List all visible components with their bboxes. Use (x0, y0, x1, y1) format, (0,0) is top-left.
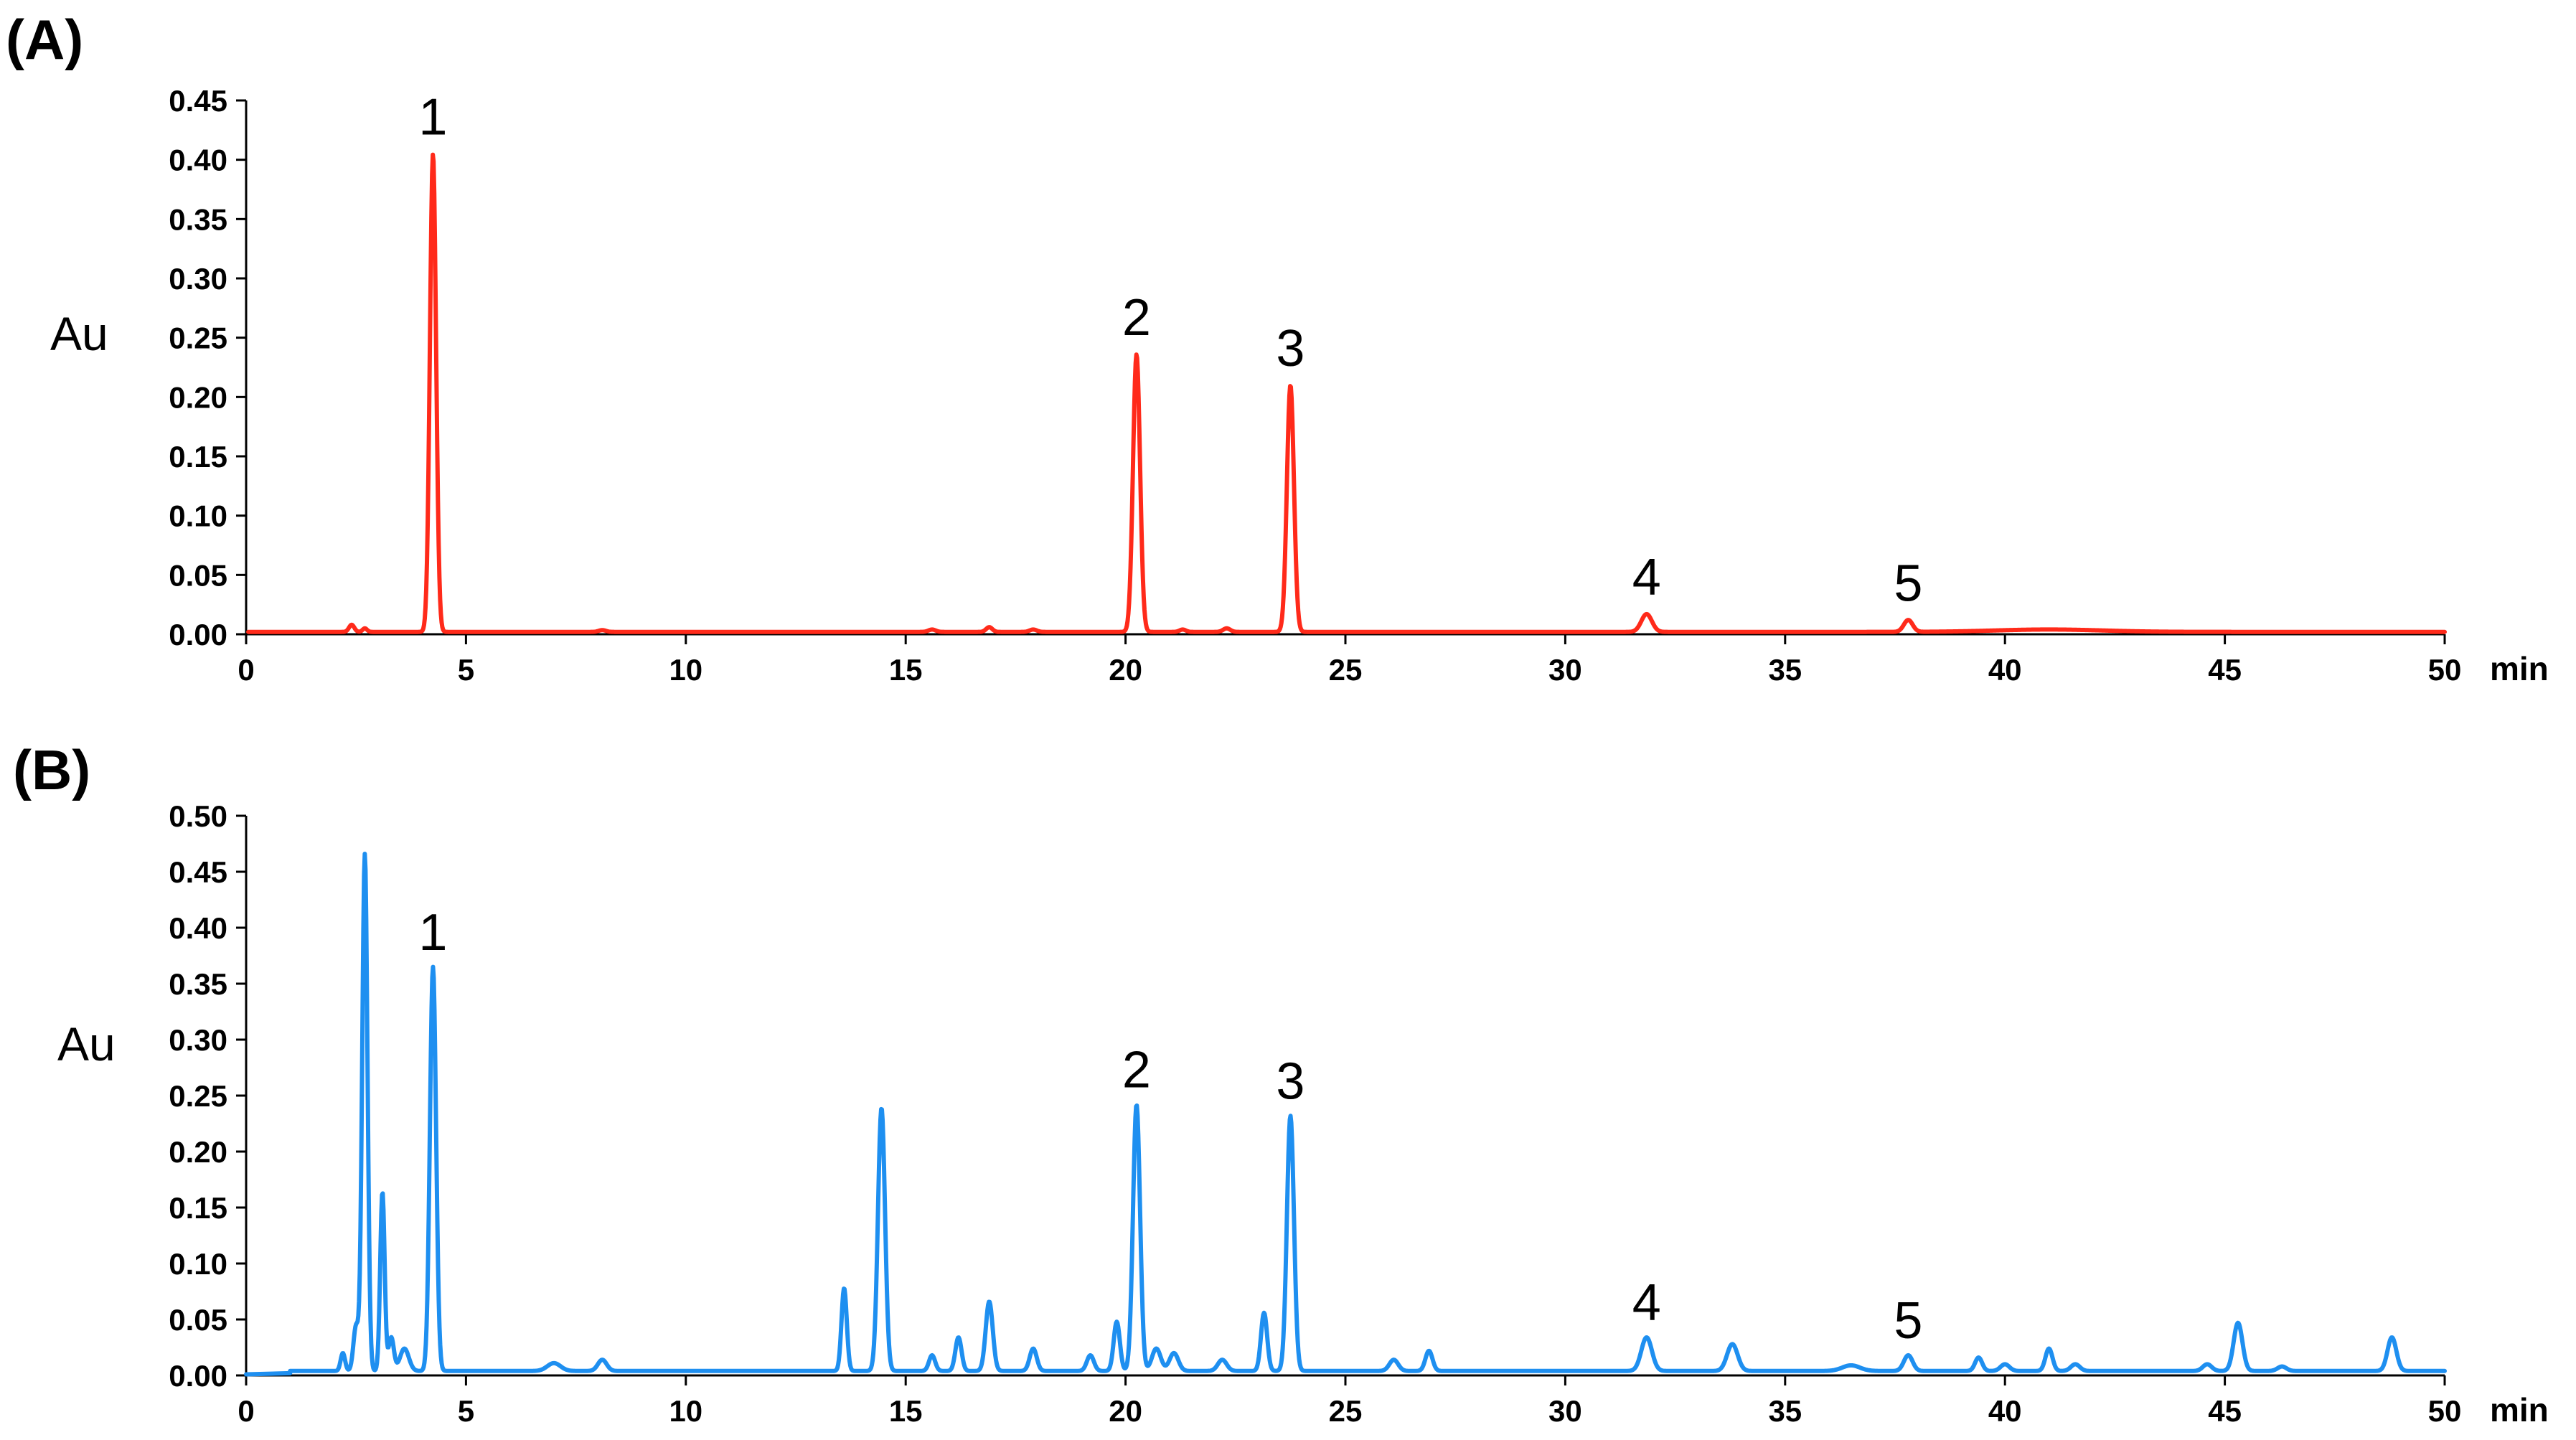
peak-label-1: 1 (418, 904, 447, 961)
chromatogram-trace (244, 851, 2447, 1377)
peak-label-1: 1 (418, 89, 447, 146)
y-tick-label: 0.45 (169, 855, 227, 889)
y-tick-label: 0.45 (169, 84, 227, 118)
x-tick-label: 30 (1548, 1394, 1582, 1428)
y-tick-label: 0.15 (169, 440, 227, 474)
x-tick-label: 20 (1109, 1394, 1142, 1428)
peak-label-5: 5 (1894, 1292, 1922, 1350)
x-axis-label: min (2490, 1391, 2549, 1429)
chromatogram-panel-a: (A) Au 0.00 0.05 0.10 0.15 0.20 0.25 0.30 0.35 0.4… (6, 8, 2549, 687)
y-tick-label: 0.10 (169, 1247, 227, 1281)
x-tick-label: 35 (1768, 653, 1802, 687)
y-tick-label: 0.40 (169, 143, 227, 177)
x-tick-label: 5 (458, 653, 474, 687)
x-tick-label: 0 (238, 1394, 254, 1428)
y-tick-label: 0.00 (169, 1359, 227, 1393)
x-tick-label: 15 (889, 1394, 923, 1428)
panel-label: (A) (6, 8, 83, 71)
x-tick-label: 45 (2208, 1394, 2242, 1428)
y-tick-label: 0.00 (169, 618, 227, 651)
y-tick-label: 0.15 (169, 1191, 227, 1225)
x-tick-label: 10 (669, 1394, 702, 1428)
peak-label-2: 2 (1122, 289, 1151, 347)
x-axis-label: min (2490, 650, 2549, 687)
peak-label-2: 2 (1122, 1042, 1151, 1099)
x-tick-label: 15 (889, 653, 923, 687)
y-tick-label: 0.05 (169, 558, 227, 592)
y-axis-label: Au (57, 1017, 116, 1070)
y-tick-label: 0.40 (169, 911, 227, 945)
y-tick-label: 0.50 (169, 799, 227, 833)
y-tick-label: 0.20 (169, 380, 227, 414)
x-tick-label: 25 (1329, 653, 1363, 687)
x-tick-label: 40 (1988, 653, 2022, 687)
x-tick-label: 0 (238, 653, 254, 687)
peak-label-3: 3 (1276, 320, 1305, 377)
peak-label-4: 4 (1632, 1274, 1661, 1332)
x-tick-label: 10 (669, 653, 702, 687)
x-tick-label: 30 (1548, 653, 1582, 687)
y-tick-label: 0.35 (169, 202, 227, 236)
y-tick-label: 0.30 (169, 262, 227, 296)
y-tick-label: 0.10 (169, 499, 227, 533)
y-tick-label: 0.35 (169, 967, 227, 1001)
x-tick-label: 5 (458, 1394, 474, 1428)
x-tick-label: 35 (1768, 1394, 1802, 1428)
x-tick-label: 40 (1988, 1394, 2022, 1428)
x-tick-label: 50 (2428, 653, 2462, 687)
chromatogram-panel-b: (B) Au 0.00 0.05 0.10 0.15 0.20 0.25 0.30 0.35 0.4… (13, 738, 2549, 1429)
x-tick-label: 25 (1329, 1394, 1363, 1428)
y-axis-label: Au (50, 307, 108, 360)
y-tick-label: 0.05 (169, 1303, 227, 1337)
x-tick-label: 50 (2428, 1394, 2462, 1428)
panel-label: (B) (13, 738, 90, 801)
y-tick-label: 0.25 (169, 321, 227, 355)
y-tick-label: 0.25 (169, 1079, 227, 1113)
chromatogram-trace (246, 152, 2447, 634)
x-tick-label: 20 (1109, 653, 1142, 687)
peak-label-3: 3 (1276, 1053, 1305, 1110)
y-tick-label: 0.20 (169, 1135, 227, 1169)
peak-label-4: 4 (1632, 549, 1661, 606)
peak-label-5: 5 (1894, 555, 1922, 612)
y-tick-label: 0.30 (169, 1023, 227, 1057)
x-tick-label: 45 (2208, 653, 2242, 687)
